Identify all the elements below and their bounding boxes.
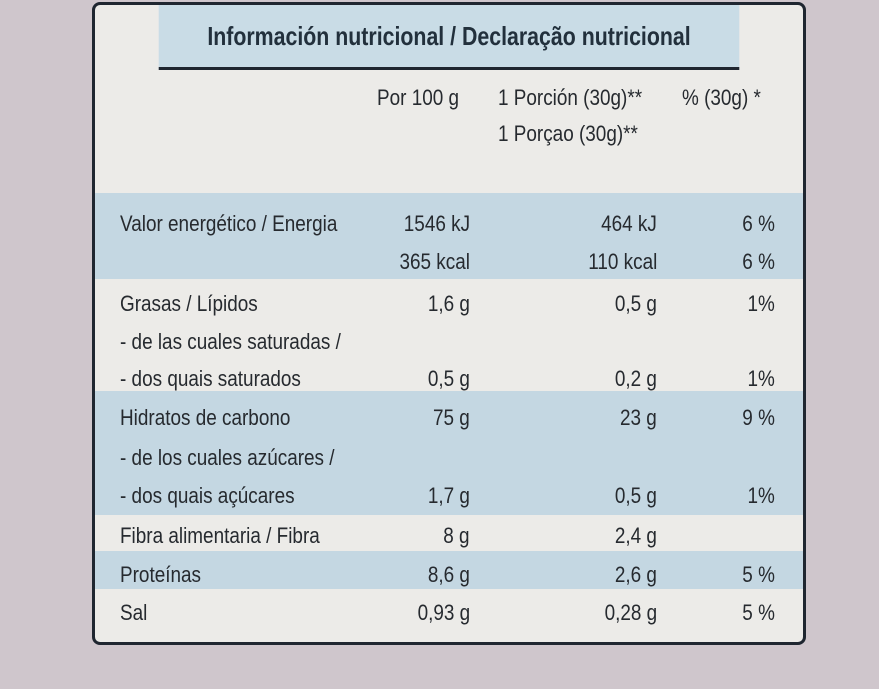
energy-portion: 464 kJ: [601, 211, 657, 236]
carbs-per100: 75 g: [433, 405, 470, 430]
fibre-portion: 2,4 g: [614, 523, 657, 548]
protein-per100: 8,6 g: [427, 562, 470, 587]
saturated-label-pt: - dos quais saturados: [120, 366, 301, 391]
energy-band: [95, 193, 803, 279]
protein-portion: 2,6 g: [614, 562, 657, 587]
protein-label: Proteínas: [120, 562, 201, 587]
carbs-portion: 23 g: [620, 405, 657, 430]
fat-portion: 0,5 g: [614, 291, 657, 316]
salt-percent: 5 %: [742, 600, 775, 625]
protein-band: [95, 551, 803, 589]
nutrition-table: Información nutricional / Declaração nut…: [92, 2, 806, 645]
sugars-portion: 0,5 g: [614, 483, 657, 508]
energy-per100: 1546 kJ: [403, 211, 470, 236]
fat-per100: 1,6 g: [427, 291, 470, 316]
col-portion-pt: 1 Porçao (30g)**: [498, 121, 638, 146]
energy-kcal-per100: 365 kcal: [399, 249, 470, 274]
protein-percent: 5 %: [742, 562, 775, 587]
energy-kcal-portion: 110 kcal: [587, 249, 657, 274]
energy-label: Valor energético / Energia: [120, 211, 338, 236]
energy-kcal-percent: 6 %: [742, 249, 775, 274]
col-percent: % (30g) *: [682, 85, 761, 110]
sugars-per100: 1,7 g: [427, 483, 470, 508]
salt-portion: 0,28 g: [604, 600, 657, 625]
saturated-portion: 0,2 g: [614, 366, 657, 391]
fat-label: Grasas / Lípidos: [120, 291, 258, 316]
sugars-label-es: - de los cuales azúcares /: [120, 445, 335, 470]
energy-percent: 6 %: [742, 211, 775, 236]
fibre-label: Fibra alimentaria / Fibra: [120, 523, 320, 548]
saturated-label-es: - de las cuales saturadas /: [120, 329, 341, 354]
saturated-percent: 1%: [747, 366, 775, 391]
sugars-percent: 1%: [747, 483, 775, 508]
carbs-band: [95, 391, 803, 515]
carbs-percent: 9 %: [742, 405, 775, 430]
table-title: Información nutricional / Declaração nut…: [158, 5, 740, 70]
salt-per100: 0,93 g: [417, 600, 470, 625]
col-per100: Por 100 g: [377, 85, 460, 110]
sugars-label-pt: - dos quais açúcares: [120, 483, 295, 508]
salt-label: Sal: [120, 600, 148, 625]
fibre-per100: 8 g: [443, 523, 470, 548]
fat-percent: 1%: [747, 291, 775, 316]
col-portion-es: 1 Porción (30g)**: [498, 85, 643, 110]
carbs-label: Hidratos de carbono: [120, 405, 291, 430]
saturated-per100: 0,5 g: [427, 366, 470, 391]
